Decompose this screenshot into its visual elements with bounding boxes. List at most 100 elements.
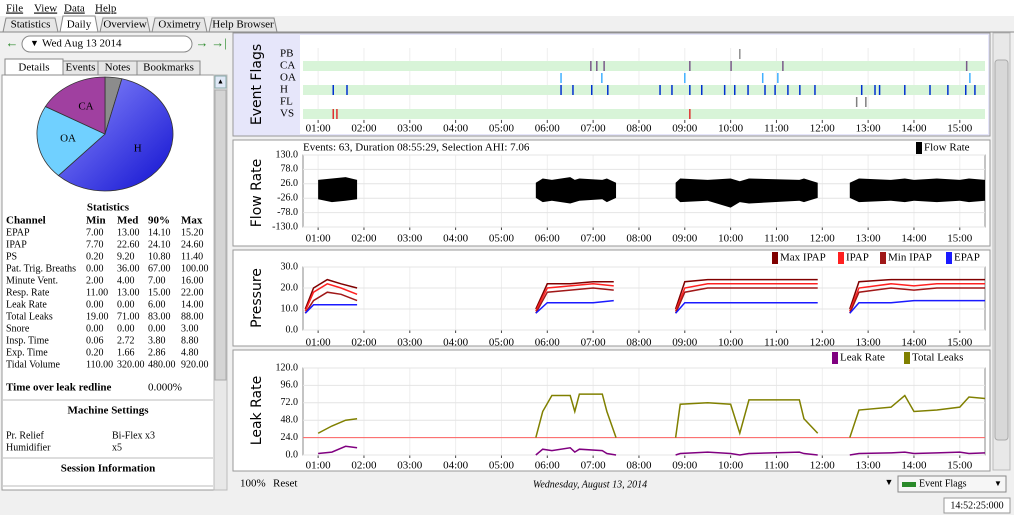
- event-row-label: CA: [280, 60, 295, 72]
- x-tick-label: 11:00: [764, 123, 789, 135]
- scroll-up[interactable]: [214, 75, 227, 89]
- stats-cell: Insp. Time: [6, 335, 49, 346]
- scroll-up-arrow: ▲: [217, 78, 224, 86]
- x-tick-label: 01:00: [306, 460, 332, 472]
- stats-cell: Leak Rate: [6, 299, 47, 310]
- stats-cell: 0.00: [117, 323, 135, 334]
- stats-cell: IPAP: [6, 239, 27, 250]
- stats-cell: 88.00: [181, 311, 204, 322]
- y-tick-label: 0.0: [286, 324, 299, 335]
- tab-label: Statistics: [11, 19, 51, 31]
- x-tick-label: 08:00: [626, 123, 652, 135]
- legend-label: Max IPAP: [780, 252, 826, 264]
- menu-item[interactable]: Help: [95, 3, 117, 15]
- x-tick-label: 10:00: [718, 123, 744, 135]
- last-day[interactable]: →|: [211, 35, 227, 50]
- stats-cell: 14.00: [181, 299, 204, 310]
- event-row-label: FL: [280, 96, 293, 108]
- series-line: [318, 445, 986, 456]
- stats-cell: 320.00: [117, 359, 145, 370]
- tab[interactable]: [151, 17, 208, 33]
- stats-cell: EPAP: [6, 227, 30, 238]
- tab[interactable]: [2, 17, 59, 33]
- event-row-band: [303, 109, 985, 119]
- stats-cell: 4.00: [117, 275, 135, 286]
- legend-label: Total Leaks: [912, 352, 963, 364]
- next-day[interactable]: →: [196, 35, 209, 50]
- dropdown-arrow: ▼: [994, 479, 1002, 488]
- x-tick-label: 13:00: [856, 123, 882, 135]
- x-tick-label: 01:00: [306, 233, 332, 245]
- x-tick-label: 04:00: [443, 460, 469, 472]
- flow-waveform: [535, 177, 617, 204]
- stats-cell: 13.00: [117, 287, 140, 298]
- footer-bar: [233, 474, 1010, 494]
- stats-cell: Minute Vent.: [6, 275, 58, 286]
- pie-slice: [44, 76, 106, 135]
- footer-date: Wednesday, August 13, 2014: [533, 479, 647, 490]
- detail-tab-label: Details: [18, 62, 49, 74]
- x-tick-label: 08:00: [626, 337, 652, 349]
- setting-cell: Humidifier: [6, 442, 51, 453]
- x-tick-label: 15:00: [947, 123, 973, 135]
- prev-day[interactable]: ←: [6, 35, 19, 50]
- x-tick-label: 14:00: [901, 233, 927, 245]
- x-tick-label: 03:00: [397, 233, 423, 245]
- x-tick-label: 13:00: [856, 233, 882, 245]
- tab[interactable]: [99, 17, 151, 33]
- stats-cell: 19.00: [86, 311, 109, 322]
- graph-title: Leak Rate: [249, 376, 265, 445]
- graph-dropdown[interactable]: [897, 475, 1007, 493]
- stats-cell: 15.00: [148, 287, 171, 298]
- stats-cell: 13.00: [117, 227, 140, 238]
- zoom: 100%: [240, 478, 266, 490]
- y-tick-label: 24.0: [281, 432, 299, 443]
- legend-label: Flow Rate: [924, 142, 970, 154]
- legend-swatch: [838, 252, 844, 264]
- stats-cell: 0.00: [86, 263, 104, 274]
- setting-cell: Bi-Flex x3: [112, 430, 155, 441]
- graph-scroll-thumb[interactable]: [994, 59, 1009, 441]
- stats-title: Statistics: [87, 202, 130, 214]
- graph-title: Pressure: [249, 268, 265, 328]
- stats-cell: 11.00: [86, 287, 108, 298]
- stats-cell: 15.20: [181, 227, 204, 238]
- x-tick-label: 10:00: [718, 233, 744, 245]
- tab-label: Daily: [67, 19, 92, 31]
- legend-swatch: [904, 352, 910, 364]
- y-tick-label: 78.0: [281, 164, 299, 175]
- stats-cell: 24.60: [181, 239, 204, 250]
- stats-cell: 0.00: [117, 299, 135, 310]
- footer-arrow[interactable]: ▼: [885, 477, 894, 487]
- x-tick-label: 03:00: [397, 460, 423, 472]
- x-tick-label: 03:00: [397, 337, 423, 349]
- legend-swatch: [772, 252, 778, 264]
- menu-item[interactable]: File: [6, 3, 23, 15]
- x-tick-label: 12:00: [810, 337, 836, 349]
- stats-cell: 83.00: [148, 311, 171, 322]
- x-tick-label: 09:00: [672, 460, 698, 472]
- status-box: [943, 497, 1011, 514]
- pie-slice: [57, 78, 174, 192]
- stats-cell: 480.00: [148, 359, 176, 370]
- event-row-band: [303, 85, 985, 95]
- stats-cell: 4.80: [181, 347, 199, 358]
- tab[interactable]: [59, 15, 99, 33]
- menu-item[interactable]: Data: [64, 3, 85, 15]
- stats-cell: PS: [6, 251, 17, 262]
- tab[interactable]: [208, 17, 278, 33]
- x-tick-label: 05:00: [489, 123, 515, 135]
- graph-title: Flow Rate: [249, 159, 265, 228]
- scroll-thumb[interactable]: [214, 89, 227, 381]
- stats-header: Min: [86, 215, 106, 227]
- x-tick-label: 12:00: [810, 460, 836, 472]
- x-tick-label: 06:00: [535, 233, 561, 245]
- stats-cell: 0.00: [86, 299, 104, 310]
- detail-tab[interactable]: [136, 60, 201, 76]
- menu-item[interactable]: View: [34, 3, 57, 15]
- stats-cell: 14.10: [148, 227, 171, 238]
- x-tick-label: 13:00: [856, 337, 882, 349]
- date-combo[interactable]: [21, 35, 193, 53]
- stats-cell: 2.86: [148, 347, 166, 358]
- reset[interactable]: Reset: [273, 478, 297, 490]
